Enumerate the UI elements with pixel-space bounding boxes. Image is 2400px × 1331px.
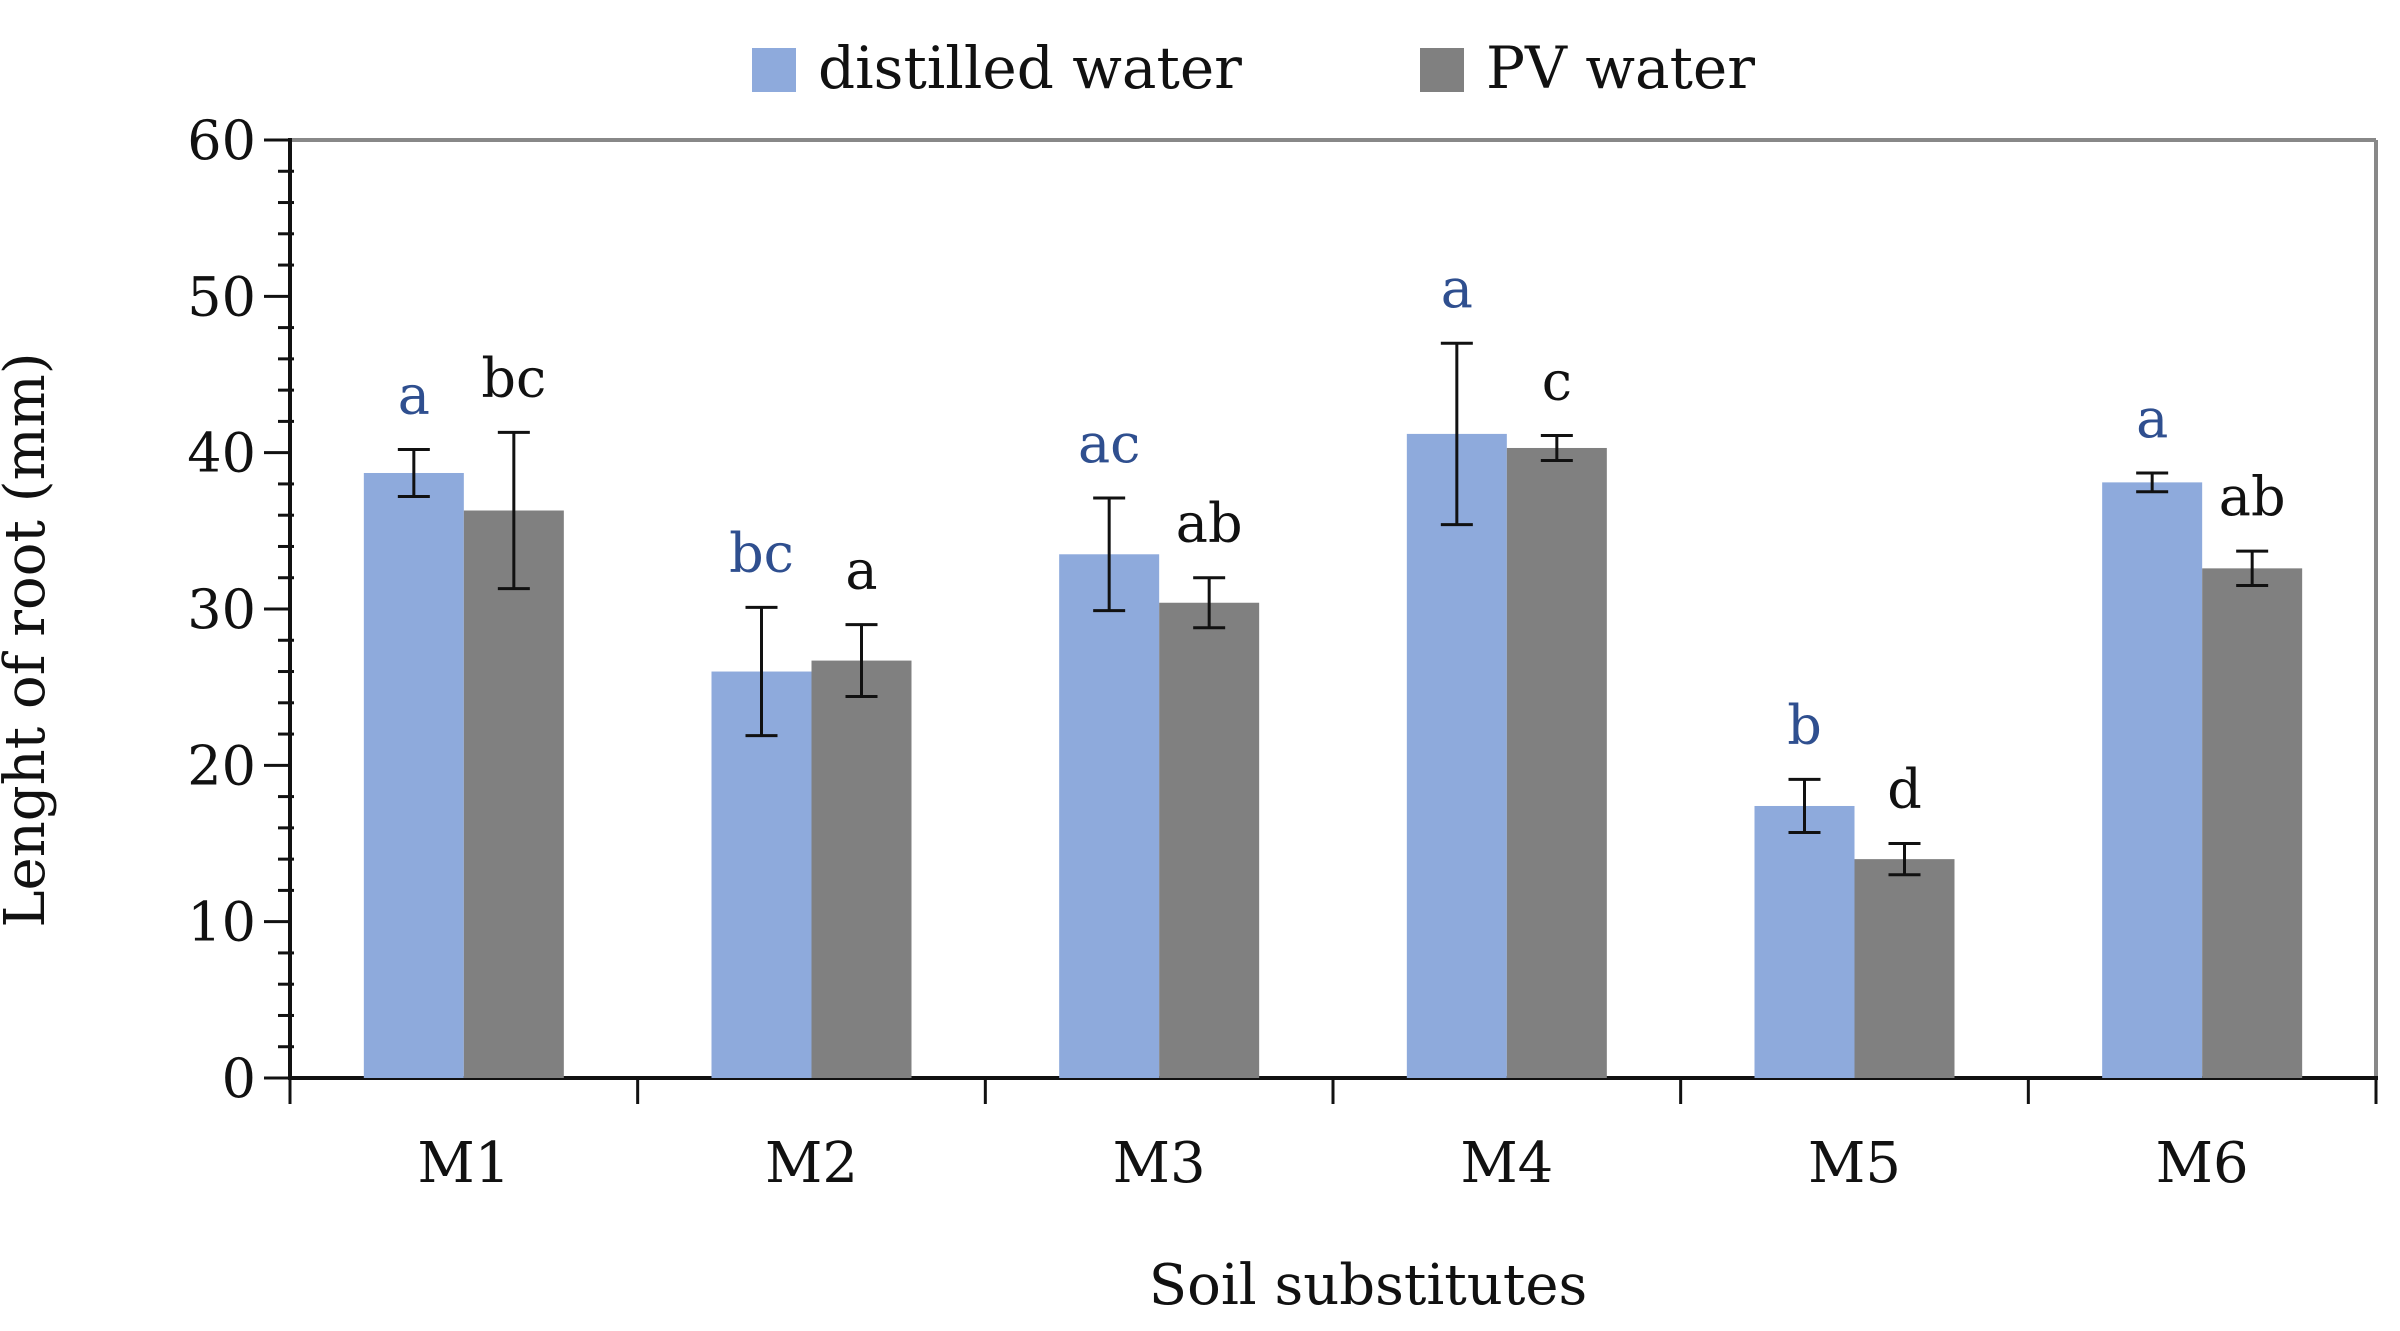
y-axis-label: Lenght of root (mm)	[0, 352, 58, 927]
x-tick-label: M3	[1113, 1131, 1206, 1196]
x-axis-label: Soil substitutes	[1149, 1253, 1587, 1318]
error-bar	[2136, 471, 2169, 494]
bar-distilled-water-m1	[363, 472, 464, 1078]
significance-label: a	[2136, 387, 2168, 450]
bar-pv-water-m1	[463, 510, 564, 1078]
bar-distilled-water-m4	[1406, 433, 1507, 1078]
significance-label: b	[1787, 693, 1822, 756]
y-tick-label: 10	[187, 891, 256, 954]
significance-label: c	[1542, 349, 1572, 412]
significance-label: bc	[729, 521, 794, 584]
legend-label: PV water	[1486, 34, 1755, 102]
bar-pv-water-m2	[811, 660, 912, 1078]
y-tick-label: 0	[222, 1047, 256, 1110]
bar-distilled-water-m6	[2102, 482, 2203, 1078]
y-tick-label: 50	[187, 265, 256, 328]
x-tick-label: M2	[765, 1131, 858, 1196]
y-tick-label: 20	[187, 734, 256, 797]
error-bar	[1540, 433, 1573, 462]
significance-label: ab	[2219, 465, 2286, 528]
bar-distilled-water-m2	[711, 671, 812, 1078]
significance-label: bc	[481, 346, 546, 409]
legend: distilled water PV water	[752, 34, 1755, 102]
legend-item-2: PV water	[1420, 34, 1755, 102]
significance-label: a	[1441, 257, 1473, 320]
x-tick-label: M5	[1808, 1131, 1901, 1196]
error-bar	[845, 623, 878, 699]
legend-item-1: distilled water	[752, 34, 1242, 102]
error-bar	[1440, 341, 1473, 527]
legend-swatch	[752, 48, 796, 92]
error-bar	[2236, 549, 2269, 588]
error-bar	[745, 605, 778, 738]
x-tick-label: M1	[417, 1131, 510, 1196]
legend-label: distilled water	[818, 34, 1242, 102]
x-tick-label: M4	[1460, 1131, 1553, 1196]
error-bar	[1888, 842, 1921, 877]
error-bar	[1193, 576, 1226, 630]
significance-label: ac	[1078, 412, 1140, 475]
significance-label: ab	[1176, 492, 1243, 555]
y-tick-label: 40	[187, 422, 256, 485]
significance-label: a	[845, 539, 877, 602]
error-bar	[1093, 496, 1126, 613]
bar-distilled-water-m3	[1059, 554, 1160, 1078]
x-tick-label: M6	[2156, 1131, 2249, 1196]
significance-label: a	[398, 364, 430, 427]
y-tick-label: 60	[187, 109, 256, 172]
bar-pv-water-m4	[1506, 447, 1607, 1078]
bar-pv-water-m5	[1854, 859, 1955, 1078]
bar-pv-water-m3	[1159, 602, 1260, 1078]
axes: 0 10 20 30 40 50 60 M1 M2 M3 M4 M5 M6	[187, 109, 2378, 1196]
bar-distilled-water-m5	[1754, 805, 1855, 1078]
error-bar	[1788, 777, 1821, 835]
error-bar	[497, 430, 530, 591]
error-bar	[397, 448, 430, 498]
error-bars	[397, 341, 2269, 877]
bars	[363, 433, 2303, 1078]
y-tick-label: 30	[187, 578, 256, 641]
significance-label: d	[1887, 758, 1922, 821]
bar-pv-water-m6	[2202, 568, 2303, 1078]
legend-swatch	[1420, 48, 1464, 92]
